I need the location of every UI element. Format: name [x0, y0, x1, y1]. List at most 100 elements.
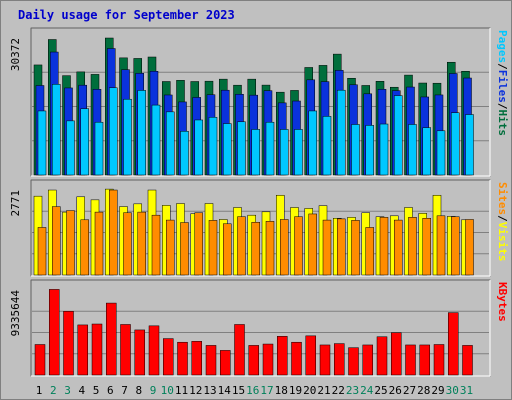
kbytes-bar [191, 341, 202, 376]
sites-bar [408, 217, 417, 276]
kbytes-bar [49, 289, 60, 376]
pages-bar [151, 104, 161, 176]
pages-bar [109, 87, 118, 176]
day-label: 30 [446, 384, 459, 397]
kbytes-bar [433, 344, 445, 376]
legend-label: Sites/Visits [496, 182, 509, 262]
kbytes-bar [419, 344, 430, 376]
sites-bar [208, 220, 218, 276]
day-label: 11 [175, 384, 188, 397]
sites-bar [337, 218, 346, 276]
day-label: 31 [460, 384, 473, 397]
day-label: 15 [232, 384, 245, 397]
legend-item: / [496, 103, 509, 110]
sites-bar [237, 216, 246, 276]
day-label: 20 [303, 384, 316, 397]
pages-bar [80, 108, 89, 176]
legend-item: / [496, 63, 509, 70]
pages-bar [436, 130, 446, 176]
legend-label: Pages/Files/Hits [496, 30, 509, 136]
sites-bar [109, 189, 118, 276]
sites-bar [351, 220, 360, 276]
visits-sites-panel: 2771 Sites/Visits [9, 179, 509, 277]
kbytes-bar [234, 324, 245, 376]
sites-bar [465, 219, 474, 276]
kbytes-bar [120, 324, 131, 376]
kbytes-bar [248, 345, 259, 376]
day-label: 9 [150, 384, 157, 397]
sites-bar [180, 222, 189, 276]
kbytes-bar [334, 343, 345, 376]
pages-bar [194, 119, 203, 176]
y-max-label: 2771 [9, 190, 22, 217]
pages-bar [365, 125, 374, 176]
day-label: 26 [389, 384, 402, 397]
pages-bar [337, 89, 346, 176]
sites-bar [123, 212, 132, 276]
day-label: 8 [135, 384, 142, 397]
sites-bar [379, 217, 389, 276]
sites-bar [66, 210, 75, 276]
legend-item: Visits [496, 222, 509, 262]
pages-bar [294, 129, 303, 176]
sites-bar [451, 216, 460, 276]
pages-bar [308, 110, 317, 176]
kbytes-bar [177, 341, 188, 376]
pages-bar [137, 90, 146, 176]
sites-bar [52, 206, 61, 276]
pages-bar [37, 110, 47, 176]
sites-bar [94, 211, 104, 276]
sites-bar [37, 227, 47, 276]
kbytes-bar [305, 335, 316, 376]
day-label: 18 [275, 384, 288, 397]
kbytes-panel: 9335644 KBytes [9, 279, 509, 377]
pages-bar [208, 117, 218, 176]
sites-bar [251, 221, 260, 276]
day-label: 4 [78, 384, 85, 397]
kbytes-bar [319, 344, 331, 376]
sites-bar [151, 214, 161, 276]
pages-bar [66, 120, 75, 176]
pages-bar [180, 131, 189, 176]
day-label: 12 [189, 384, 202, 397]
day-label: 6 [107, 384, 114, 397]
y-max-label: 9335644 [9, 290, 22, 337]
day-label: 14 [218, 384, 232, 397]
pages-bar [451, 112, 460, 176]
pages-bar [351, 124, 360, 176]
pages-bar [94, 121, 104, 176]
kbytes-bar [91, 323, 103, 376]
day-label: 10 [161, 384, 174, 397]
kbytes-bar [405, 344, 416, 376]
legend-item: Sites [496, 182, 509, 215]
day-label: 5 [93, 384, 100, 397]
kbytes-bar [262, 343, 274, 376]
kbytes-bar [205, 345, 217, 376]
day-label: 13 [203, 384, 216, 397]
legend-label: KBytes [496, 282, 509, 322]
hits-files-pages-panel: 30372 Pages/Files/Hits [9, 27, 509, 177]
legend-item: KBytes [496, 282, 509, 322]
pages-bar [280, 129, 289, 176]
kbytes-bar [163, 338, 174, 376]
pages-bar [422, 127, 431, 176]
kbytes-bar [106, 302, 117, 376]
kbytes-bar [448, 312, 459, 376]
day-label: 24 [360, 384, 374, 397]
sites-bar [137, 211, 146, 276]
day-label: 16 [246, 384, 259, 397]
day-label: 2 [50, 384, 57, 397]
kbytes-bar [291, 341, 302, 376]
sites-bar [294, 216, 303, 276]
day-label: 25 [374, 384, 387, 397]
pages-bar [465, 114, 474, 176]
kbytes-bar [77, 324, 88, 376]
pages-bar [322, 116, 332, 176]
pages-bar [123, 98, 132, 176]
sites-bar [436, 215, 446, 276]
sites-bar [223, 223, 232, 276]
chart-title: Daily usage for September 2023 [18, 8, 235, 22]
day-label: 29 [431, 384, 444, 397]
pages-bar [251, 129, 260, 176]
